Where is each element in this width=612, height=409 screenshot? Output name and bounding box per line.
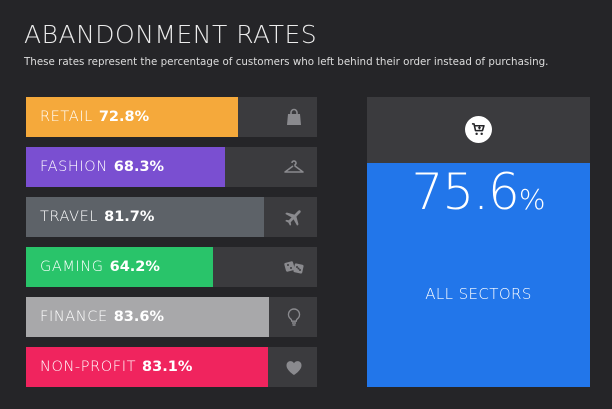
shopping-bag-icon [271, 97, 317, 137]
bar-retail [26, 97, 238, 137]
value-label: 64.2% [109, 259, 160, 275]
category-label: RETAIL [40, 109, 93, 125]
bar-list: RETAIL 72.8% FASHION 68.3% TRAVEL 81.7% GAMING… [26, 97, 317, 397]
chart-title: ABANDONMENT RATES [24, 20, 318, 49]
value-label: 68.3% [113, 159, 165, 175]
bar-gaming [26, 247, 213, 287]
category-label: TRAVEL [40, 209, 99, 225]
summary-unit: % [518, 183, 546, 216]
shopping-cart-icon [465, 116, 492, 143]
value-label: 72.8% [98, 109, 150, 125]
bar-row-non-profit: NON-PROFIT 83.1% [26, 347, 317, 387]
category-label: FINANCE [40, 309, 108, 325]
summary-panel: 75.6% ALL SECTORS [367, 97, 590, 387]
bar-row-gaming: GAMING 64.2% [26, 247, 317, 287]
bar-label: NON-PROFIT 83.1% [40, 347, 192, 387]
summary-header [367, 97, 590, 163]
bar-row-travel: TRAVEL 81.7% [26, 197, 317, 237]
chart-subtitle: These rates represent the percentage of … [24, 56, 549, 68]
value-label: 83.6% [113, 309, 165, 325]
summary-value: 75.6% [367, 163, 590, 221]
category-label: NON-PROFIT [40, 359, 137, 375]
bar-finance [26, 297, 270, 337]
summary-label: ALL SECTORS [425, 285, 532, 303]
bar-row-retail: RETAIL 72.8% [26, 97, 317, 137]
bar-label: GAMING 64.2% [40, 247, 160, 287]
airplane-icon [271, 197, 317, 237]
bar-row-fashion: FASHION 68.3% [26, 147, 317, 187]
bar-label: RETAIL 72.8% [40, 97, 149, 137]
summary-body [367, 163, 590, 387]
category-label: GAMING [40, 259, 104, 275]
hanger-icon [271, 147, 317, 187]
bar-travel [26, 197, 264, 237]
dice-icon [271, 247, 317, 287]
category-label: FASHION [40, 159, 108, 175]
value-label: 83.1% [142, 359, 193, 375]
lightbulb-icon [271, 297, 317, 337]
summary-number: 75.6 [411, 163, 520, 221]
bar-label: FASHION 68.3% [40, 147, 164, 187]
bar-non-profit [26, 347, 268, 387]
bar-label: TRAVEL 81.7% [40, 197, 154, 237]
bar-label: FINANCE 83.6% [40, 297, 164, 337]
value-label: 81.7% [104, 209, 155, 225]
bar-row-finance: FINANCE 83.6% [26, 297, 317, 337]
heart-icon [271, 347, 317, 387]
bar-fashion [26, 147, 225, 187]
